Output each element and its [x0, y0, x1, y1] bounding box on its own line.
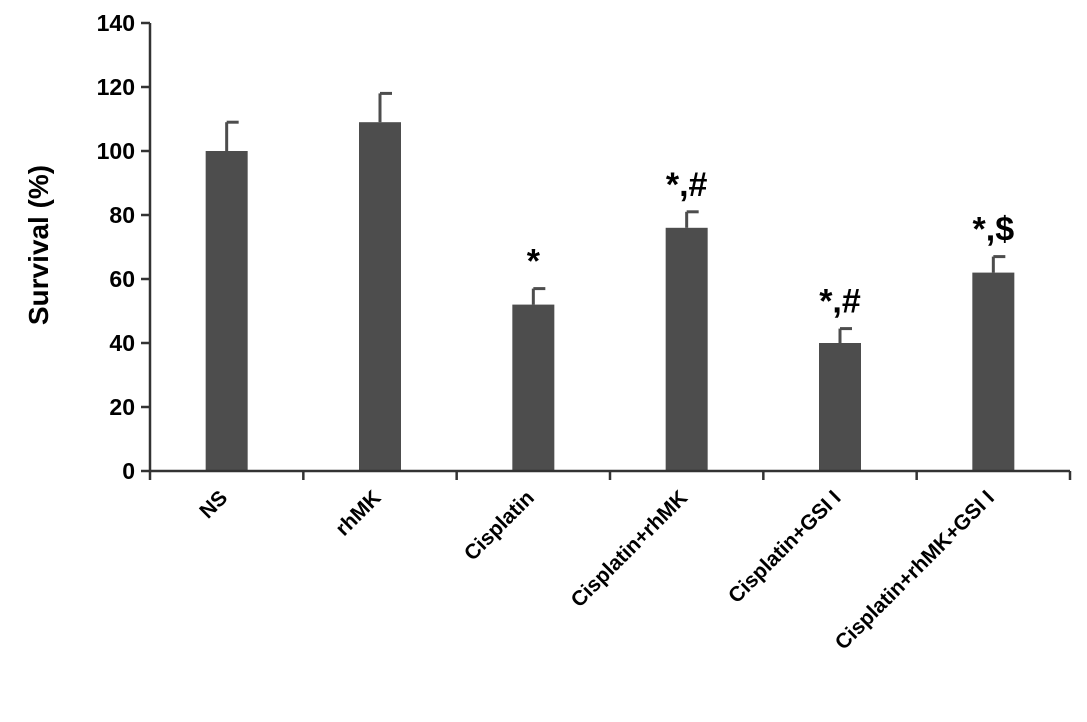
significance-label: *,# — [819, 283, 861, 321]
x-category-label: Cisplatin+GSI I — [724, 486, 845, 607]
x-category-label: rhMK — [331, 486, 385, 540]
y-tick-label: 80 — [109, 202, 135, 228]
y-tick-label: 40 — [109, 330, 135, 356]
bar — [972, 272, 1015, 471]
bar — [359, 122, 401, 471]
y-tick-label: 120 — [97, 74, 135, 100]
y-tick-labels: 0 20 40 60 80 100 120 140 — [97, 10, 135, 484]
significance-labels: * *,# *,# *,$ — [527, 166, 1014, 321]
x-category-label: Cisplatin+rhMK — [567, 486, 693, 612]
x-category-label: NS — [195, 486, 232, 523]
significance-label: *,$ — [973, 211, 1015, 249]
y-axis-title: Survival (%) — [23, 165, 54, 325]
bar — [205, 151, 248, 471]
bar — [512, 304, 555, 471]
significance-label: *,# — [666, 166, 708, 204]
y-tick-label: 100 — [97, 138, 135, 164]
bar — [819, 343, 861, 471]
bar — [665, 227, 708, 471]
x-category-label: Cisplatin+rhMK+GSI I — [831, 486, 999, 654]
significance-label: * — [527, 243, 541, 281]
x-category-labels: NS rhMK Cisplatin Cisplatin+rhMK Cisplatin+G… — [195, 486, 999, 654]
y-tick-label: 140 — [97, 10, 135, 36]
bars-layer — [205, 122, 1015, 471]
y-tick-label: 20 — [109, 394, 135, 420]
error-bars-layer — [225, 91, 1006, 343]
axes-layer — [141, 21, 1072, 480]
x-category-label: Cisplatin — [460, 486, 539, 565]
y-tick-label: 60 — [109, 266, 135, 292]
y-tick-label: 0 — [122, 458, 135, 484]
